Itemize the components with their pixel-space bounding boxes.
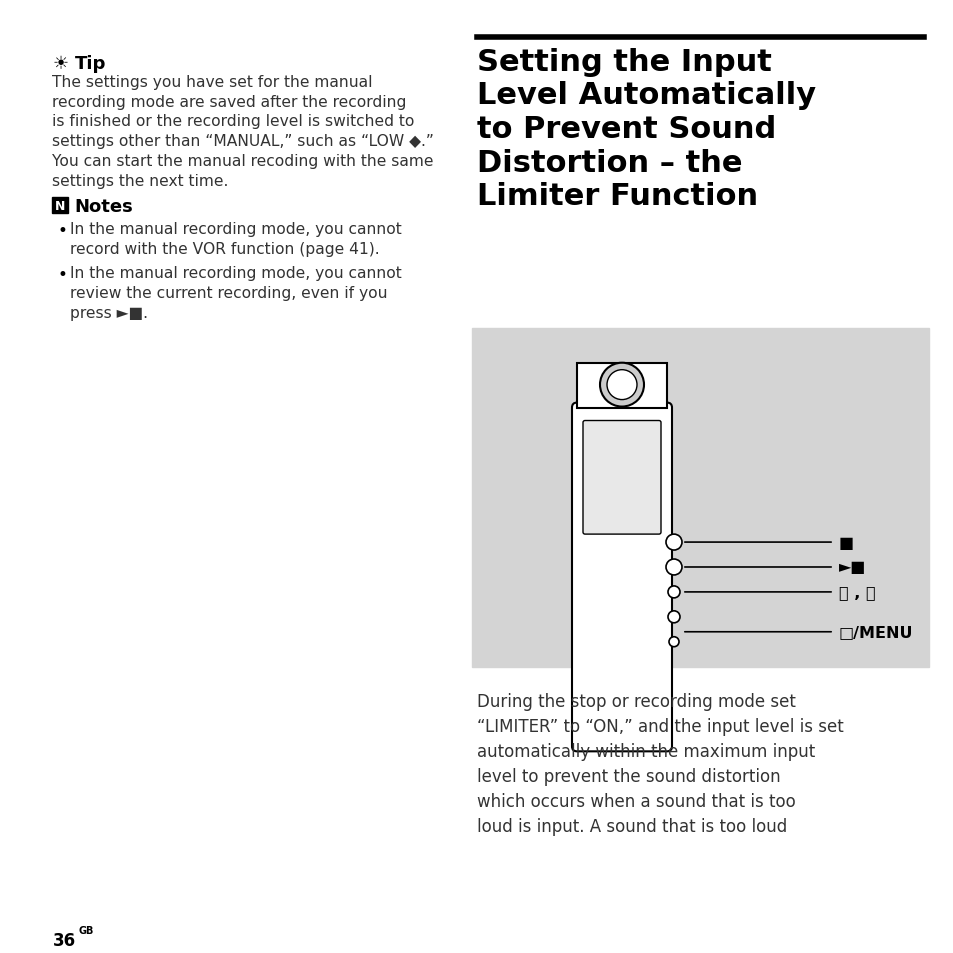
FancyBboxPatch shape	[572, 403, 671, 752]
Text: ■: ■	[838, 535, 853, 550]
Text: GB: GB	[78, 924, 93, 935]
Text: ☀: ☀	[52, 54, 69, 72]
Text: In the manual recording mode, you cannot
review the current recording, even if y: In the manual recording mode, you cannot…	[71, 266, 402, 320]
Circle shape	[606, 371, 637, 400]
Text: Setting the Input
Level Automatically
to Prevent Sound
Distortion – the
Limiter : Setting the Input Level Automatically to…	[476, 48, 815, 211]
Bar	[472, 329, 928, 667]
Circle shape	[667, 611, 679, 623]
Text: The settings you have set for the manual
recording mode are saved after the reco: The settings you have set for the manual…	[52, 74, 434, 189]
Text: □/MENU: □/MENU	[838, 624, 913, 639]
Bar	[52, 198, 69, 214]
FancyBboxPatch shape	[582, 421, 660, 535]
Text: 36: 36	[52, 931, 75, 948]
Text: Tip: Tip	[74, 54, 106, 72]
Text: ►■: ►■	[838, 560, 865, 575]
Text: N: N	[55, 199, 66, 213]
Circle shape	[599, 363, 643, 407]
Text: In the manual recording mode, you cannot
record with the VOR function (page 41).: In the manual recording mode, you cannot…	[71, 222, 402, 256]
Circle shape	[668, 637, 679, 647]
Text: •: •	[57, 222, 68, 240]
Text: ⏮ , ⏭: ⏮ , ⏭	[838, 585, 875, 599]
Circle shape	[665, 559, 681, 576]
Circle shape	[667, 586, 679, 598]
Text: Notes: Notes	[74, 198, 133, 216]
Text: •: •	[57, 266, 68, 284]
Circle shape	[665, 535, 681, 551]
Text: During the stop or recording mode set
“LIMITER” to “ON,” and the input level is : During the stop or recording mode set “L…	[476, 692, 842, 835]
Polygon shape	[577, 363, 666, 408]
